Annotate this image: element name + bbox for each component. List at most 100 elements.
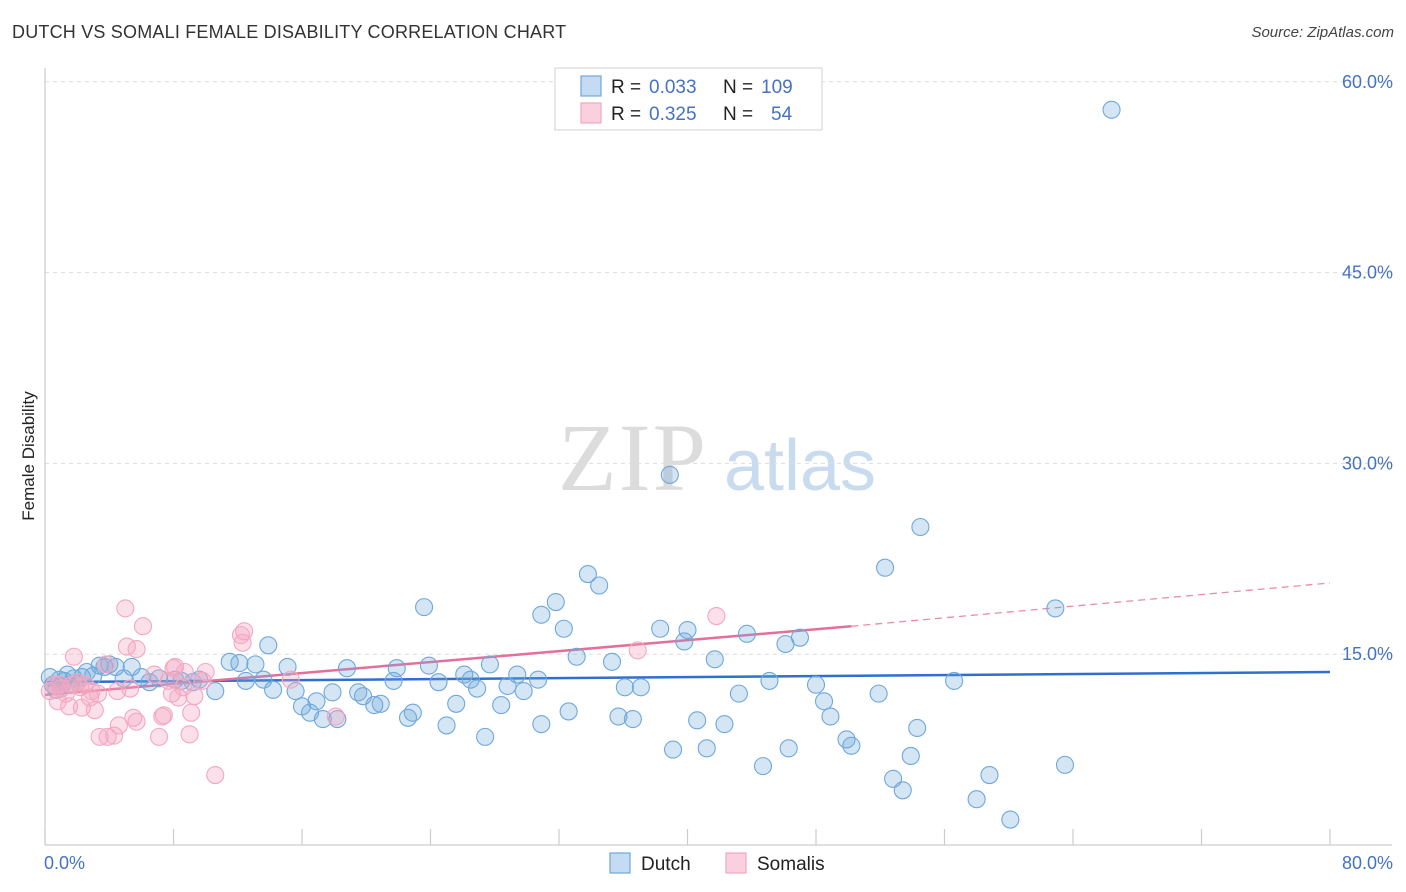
somalis-point [233,633,252,652]
dutch-point [609,707,628,726]
dutch-point [419,656,438,675]
dutch-point [967,790,986,809]
x-tick-label: 80.0% [1342,853,1393,873]
somalis-point [105,726,124,745]
dutch-point [476,727,495,746]
somalis-point [109,716,128,735]
y-tick-label: 60.0% [1342,72,1393,92]
somalis-point [121,679,140,698]
gridlines [45,81,1392,655]
legend-bottom-label-somalis: Somalis [757,854,825,875]
dutch-point [688,711,707,730]
dutch-point [259,636,278,655]
dutch-point [546,592,565,612]
dutch-point [753,757,773,776]
legend-bottom-swatch-somalis [725,852,747,874]
dutch-point [447,694,466,713]
somalis-point [326,707,345,726]
dutch-trend-line [44,670,1331,684]
legend-r-value: 0.325 [649,104,697,125]
dutch-point [790,628,809,647]
somalis-point [628,641,647,660]
somalis-point [182,703,201,722]
dutch-point [437,716,456,735]
dutch-point [529,670,548,689]
dutch-point [532,715,551,734]
somalis-point [96,655,116,674]
dutch-point [429,673,448,692]
somalis-point [71,678,90,697]
somalis-point [185,687,204,706]
dutch-point [264,680,283,699]
dutch-point [468,679,487,698]
tick-labels: 15.0% 30.0% 45.0% 60.0% 0.0% 80.0% [44,72,1393,873]
dutch-point [901,746,920,766]
somalis-point [154,706,173,725]
dutch-point [415,598,434,617]
dutch-point [307,692,326,711]
y-tick-label: 45.0% [1342,263,1393,283]
dutch-point [371,694,390,713]
dutch-point [623,710,642,729]
legend-swatch-somalis [580,102,602,124]
dutch-point [980,765,999,785]
legend-r-value: 0.033 [649,77,697,98]
dutch-point [842,736,861,755]
somalis-trend-line [44,624,852,697]
legend-n-value: 54 [771,104,793,125]
dutch-point [337,659,357,678]
somalis-point [206,765,225,785]
dutch-point [403,703,422,722]
dutch-point [737,624,756,643]
dutch-point [806,675,826,694]
dutch-point [1001,810,1020,829]
legend-n-value: 109 [761,77,793,98]
somalis-point [149,727,169,746]
somalis-point [133,617,153,636]
somalis-point [64,647,83,666]
dutch-point [715,715,734,734]
dutch-point [1102,100,1121,119]
legend-n-label: N = [723,77,753,98]
dutch-point [615,678,634,697]
dutch-point [893,781,912,800]
dutch-point [697,739,716,758]
somalis-point [235,622,254,641]
y-tick-label: 15.0% [1342,644,1393,664]
dutch-point [602,652,622,671]
source-label: Source: ZipAtlas.com [1251,24,1394,41]
somalis-point [281,670,300,689]
somalis-point [175,662,194,682]
legend-top: R = 0.033 N = 109 R = 0.325 N = 54 [554,67,823,131]
dutch-point [578,565,597,584]
dutch-point [814,692,834,711]
axes [44,68,1392,846]
dutch-point [220,652,239,671]
dutch-point [590,576,609,595]
dutch-point [236,671,255,690]
dutch-point [945,671,964,690]
somalis-point [98,727,117,746]
somalis-point [169,688,188,707]
somalis-point [116,599,135,618]
dutch-point [631,678,650,697]
legend-bottom-swatch-dutch [609,852,631,874]
dutch-point [651,619,670,638]
dutch-point [567,647,586,666]
y-axis-label: Female Disability [19,391,38,521]
somalis-trend-extension [851,582,1331,627]
chart-title: DUTCH VS SOMALI FEMALE DISABILITY CORREL… [12,22,567,42]
dutch-point [559,702,578,721]
dutch-point [729,684,748,703]
data-points [40,100,1121,829]
dutch-point [206,682,225,701]
dutch-point [869,684,888,703]
somalis-point [196,662,215,682]
dutch-point [387,659,406,678]
dutch-point [821,707,840,726]
y-tick-label: 30.0% [1342,453,1393,473]
dutch-point [514,682,533,701]
somalis-point [127,712,146,731]
somalis-point [127,640,146,659]
